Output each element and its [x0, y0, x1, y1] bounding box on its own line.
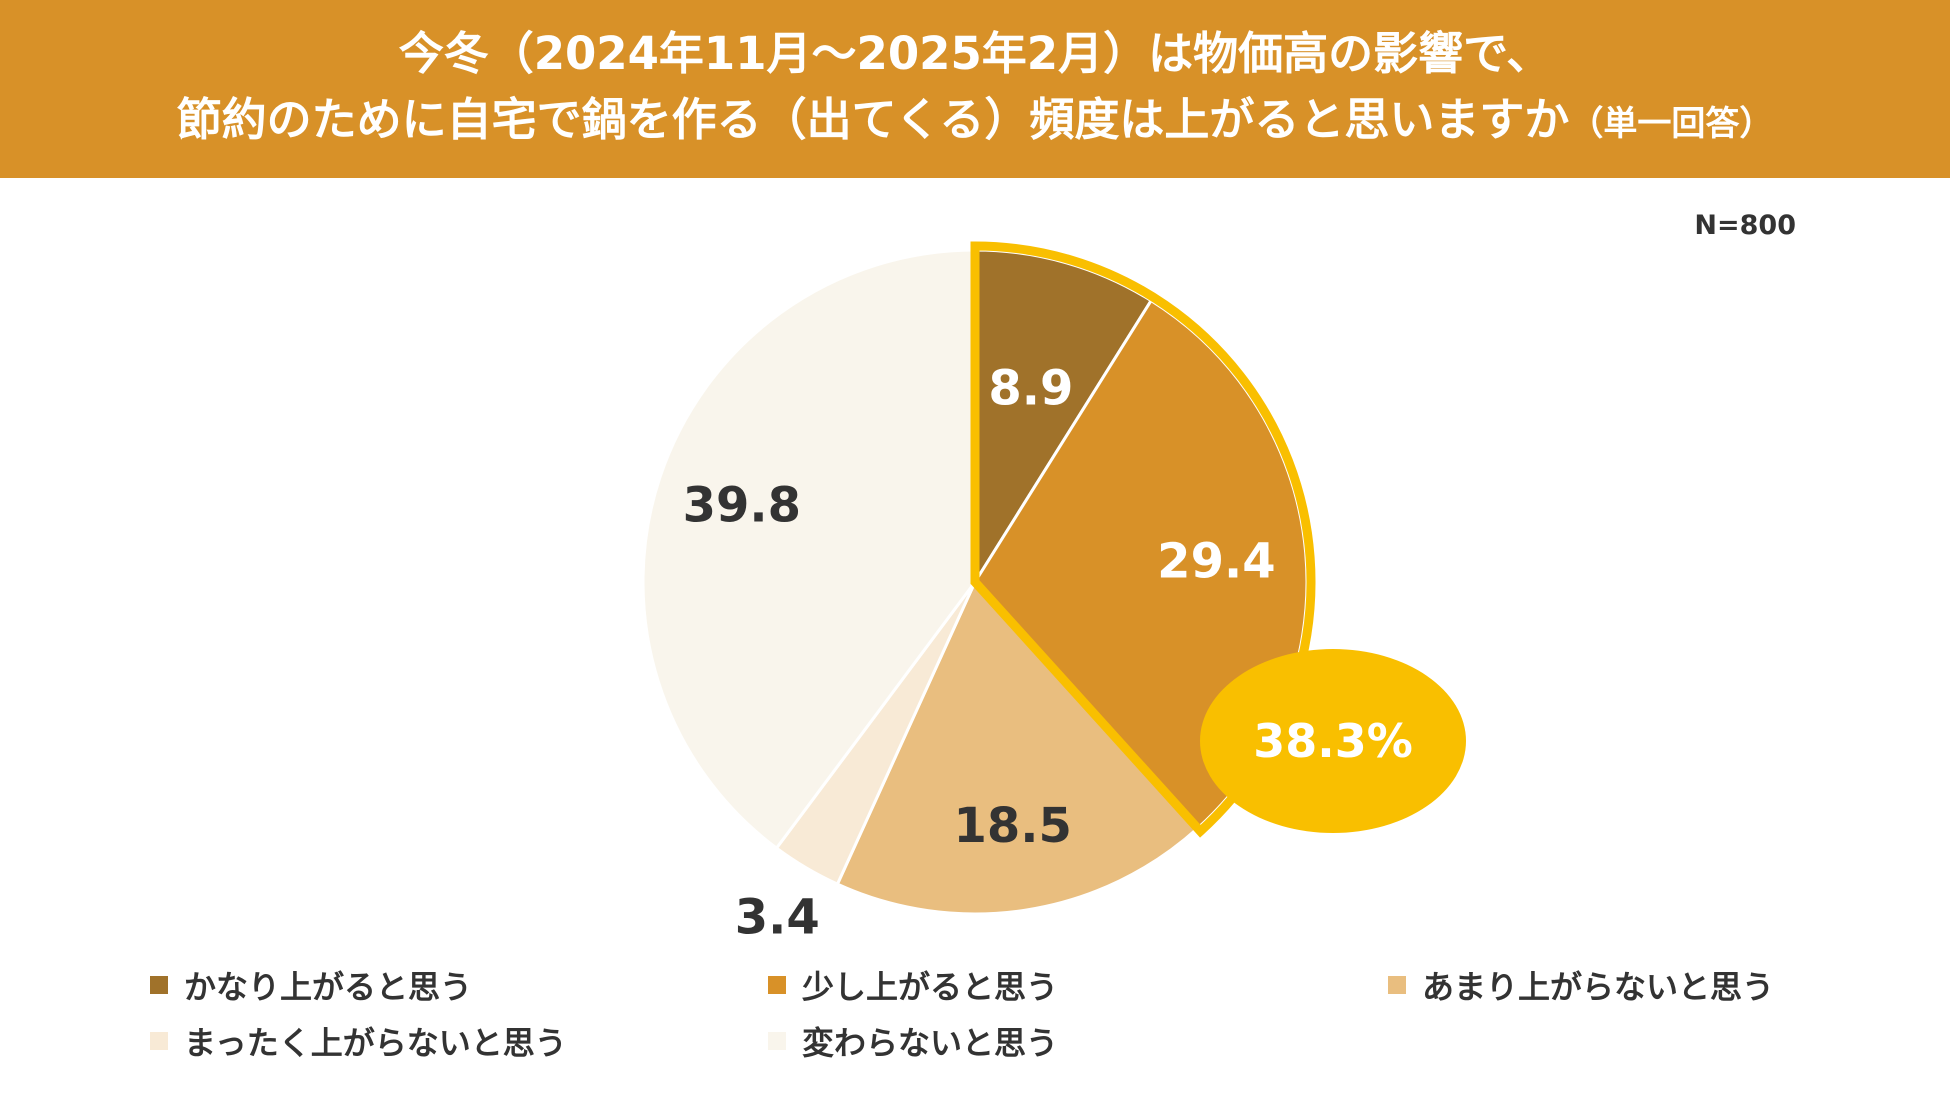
legend-item-1: かなり上がると思う: [150, 962, 472, 1008]
legend-label: かなり上がると思う: [184, 968, 473, 1006]
legend: かなり上がると思う 少し上がると思う あまり上がらないと思うまったく上がらないと思う…: [150, 962, 1850, 1082]
chart-title-line1: 今冬（2024年11月～2025年2月）は物価高の影響で、: [398, 27, 1552, 80]
title-banner: 今冬（2024年11月～2025年2月）は物価高の影響で、 節約のために自宅で鍋…: [0, 0, 1950, 178]
legend-label: 少し上がると思う: [802, 968, 1059, 1006]
legend-label: あまり上がらないと思う: [1422, 968, 1775, 1006]
slice-value-label-5: 39.8: [683, 478, 801, 534]
slice-value-label-2: 29.4: [1157, 534, 1275, 590]
legend-item-5: 変わらないと思う: [768, 1018, 1058, 1064]
legend-item-3: あまり上がらないと思う: [1388, 962, 1774, 1008]
chart-title-line2: 節約のために自宅で鍋を作る（出てくる）頻度は上がると思いますか（単一回答）: [177, 87, 1774, 157]
highlight-badge: [1200, 649, 1466, 833]
legend-swatch: [150, 976, 168, 994]
highlight-total-label: 38.3%: [1253, 714, 1413, 768]
sample-size: N=800: [1694, 210, 1796, 241]
legend-swatch: [1388, 976, 1406, 994]
legend-swatch: [150, 1032, 168, 1050]
legend-swatch: [768, 1032, 786, 1050]
chart-title-note: （単一回答）: [1569, 104, 1774, 144]
legend-item-2: 少し上がると思う: [768, 962, 1058, 1008]
chart-title-main: 節約のために自宅で鍋を作る（出てくる）頻度は上がると思いますか: [176, 93, 1570, 146]
legend-item-4: まったく上がらないと思う: [150, 1018, 567, 1064]
slice-value-label-3: 18.5: [953, 798, 1071, 854]
legend-label: まったく上がらないと思う: [184, 1024, 567, 1062]
pie-slice-3: [835, 579, 1200, 916]
pie-slice-5: [641, 248, 977, 851]
legend-label: 変わらないと思う: [802, 1024, 1059, 1062]
slice-value-label-4: 3.4: [735, 889, 820, 945]
slice-value-label-1: 8.9: [988, 360, 1073, 416]
legend-swatch: [768, 976, 786, 994]
